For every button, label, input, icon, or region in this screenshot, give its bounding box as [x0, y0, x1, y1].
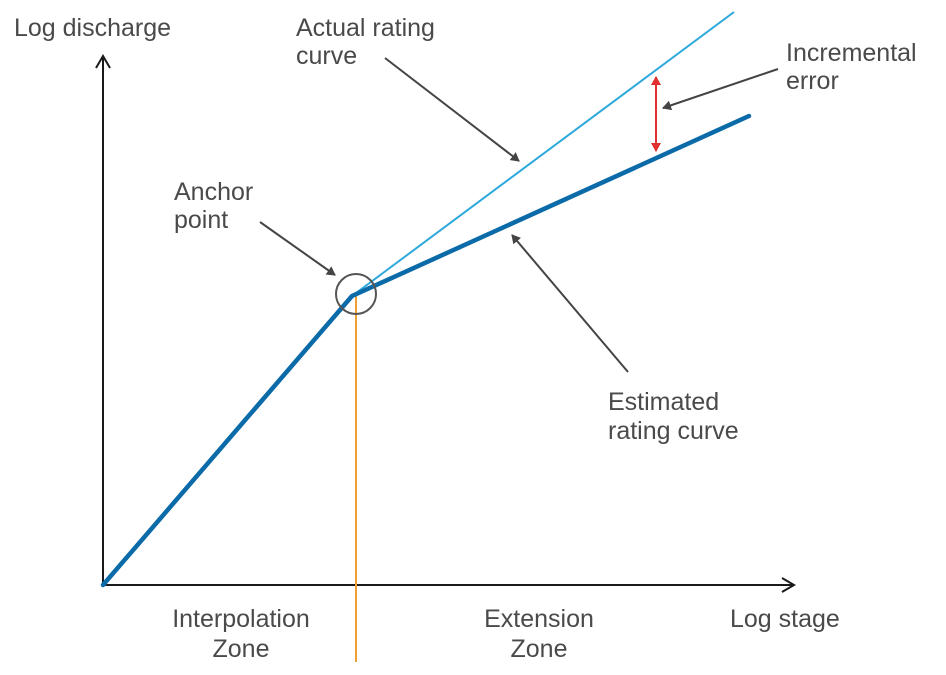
interpolation-zone-label-line-1: Interpolation [172, 605, 310, 633]
actual-curve-label-line-2: curve [296, 42, 357, 70]
incremental-error-label-line-2: error [786, 67, 839, 95]
incremental-error-pointer-arrow [662, 68, 779, 111]
extension-zone-label-line-1: Extension [484, 605, 594, 633]
anchor-point-circle [335, 273, 377, 315]
axes [95, 54, 796, 593]
estimated-curve-pointer-arrow [511, 234, 629, 373]
anchor-point-label-line-2: point [174, 206, 228, 234]
anchor-point-label-line-1: Anchor [174, 178, 253, 206]
x-axis-arrowhead [781, 577, 796, 593]
actual-curve-label-line-1: Actual rating [296, 14, 435, 42]
extension-zone-label-line-2: Zone [511, 635, 568, 663]
y-axis-arrowhead [95, 54, 111, 69]
estimated-curve-label-line-2: rating curve [608, 417, 739, 445]
actual-curve-pointer-arrow [384, 57, 520, 162]
x-axis-label: Log stage [730, 605, 840, 633]
pointer-arrows [259, 57, 779, 373]
anchor-point-pointer-arrow [259, 221, 336, 276]
y-axis-label: Log discharge [14, 14, 171, 42]
incremental-error-label-line-1: Incremental [786, 39, 917, 67]
estimated-curve-label-line-1: Estimated [608, 388, 719, 416]
estimated-rating-curve [100, 113, 752, 588]
actual-rating-curve [351, 11, 735, 297]
interpolation-zone-label-line-2: Zone [213, 635, 270, 663]
